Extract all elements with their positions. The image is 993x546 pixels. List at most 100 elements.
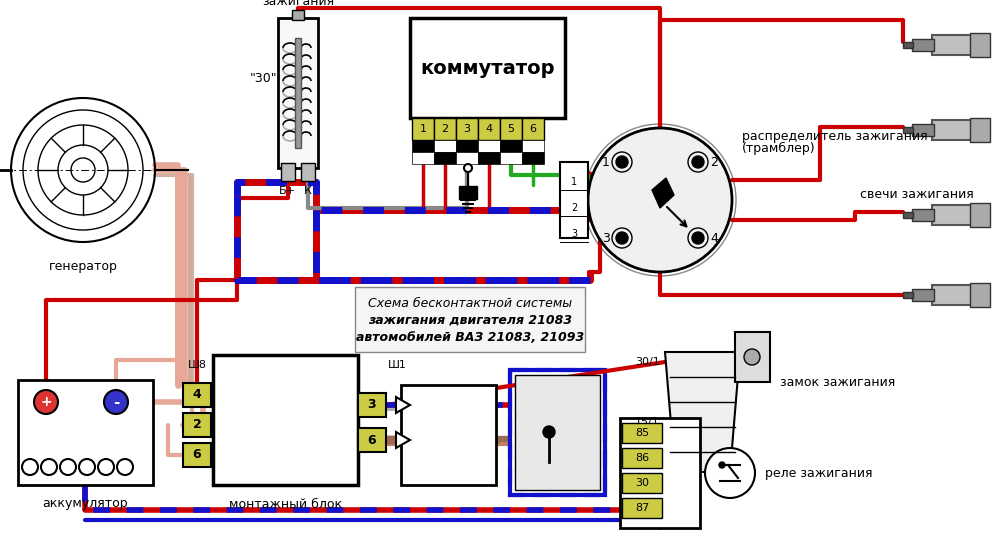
Circle shape (744, 349, 760, 365)
Text: К: К (304, 186, 312, 196)
Text: 4: 4 (193, 389, 202, 401)
FancyBboxPatch shape (932, 205, 972, 225)
FancyBboxPatch shape (522, 118, 544, 140)
FancyBboxPatch shape (278, 18, 318, 168)
Text: 2: 2 (571, 203, 577, 213)
Text: Б+: Б+ (278, 186, 296, 196)
Text: 87: 87 (635, 503, 649, 513)
Circle shape (719, 462, 725, 468)
FancyBboxPatch shape (500, 152, 522, 164)
FancyBboxPatch shape (932, 120, 972, 140)
Text: 1: 1 (602, 156, 610, 169)
Polygon shape (396, 397, 410, 413)
FancyBboxPatch shape (401, 385, 496, 485)
FancyBboxPatch shape (515, 375, 600, 490)
FancyBboxPatch shape (912, 124, 934, 136)
Circle shape (34, 390, 58, 414)
FancyBboxPatch shape (183, 443, 211, 467)
FancyBboxPatch shape (903, 212, 913, 218)
FancyBboxPatch shape (522, 140, 544, 152)
FancyBboxPatch shape (434, 118, 456, 140)
Text: "30": "30" (250, 72, 278, 85)
FancyBboxPatch shape (459, 186, 477, 199)
FancyBboxPatch shape (735, 332, 770, 382)
FancyBboxPatch shape (412, 140, 434, 152)
FancyBboxPatch shape (292, 10, 304, 20)
FancyBboxPatch shape (903, 292, 913, 298)
FancyBboxPatch shape (183, 383, 211, 407)
Text: Ш8: Ш8 (188, 360, 207, 370)
FancyBboxPatch shape (622, 448, 662, 468)
Circle shape (616, 232, 628, 244)
FancyBboxPatch shape (970, 118, 990, 142)
FancyBboxPatch shape (522, 152, 544, 164)
FancyBboxPatch shape (500, 140, 522, 152)
Text: аккумулятор: аккумулятор (43, 497, 128, 510)
FancyBboxPatch shape (183, 413, 211, 437)
Text: 6: 6 (367, 434, 376, 447)
Text: +: + (40, 395, 52, 409)
Text: 30: 30 (635, 478, 649, 488)
Text: свечи зажигания: свечи зажигания (860, 188, 974, 201)
Text: реле зажигания: реле зажигания (765, 466, 873, 479)
FancyBboxPatch shape (903, 127, 913, 133)
Polygon shape (665, 352, 740, 472)
FancyBboxPatch shape (970, 283, 990, 307)
Circle shape (692, 156, 704, 168)
FancyBboxPatch shape (560, 162, 588, 238)
Text: 30/1: 30/1 (636, 357, 660, 367)
FancyBboxPatch shape (970, 33, 990, 57)
Polygon shape (396, 432, 410, 448)
Text: 85: 85 (635, 428, 649, 438)
Circle shape (104, 390, 128, 414)
Text: 1: 1 (419, 124, 427, 134)
Polygon shape (652, 178, 674, 208)
Text: (трамблер): (трамблер) (742, 142, 815, 155)
Circle shape (464, 164, 472, 172)
FancyBboxPatch shape (932, 285, 972, 305)
FancyBboxPatch shape (912, 289, 934, 301)
FancyBboxPatch shape (412, 152, 434, 164)
Text: 3: 3 (464, 124, 471, 134)
FancyBboxPatch shape (456, 152, 478, 164)
FancyBboxPatch shape (622, 423, 662, 443)
FancyBboxPatch shape (912, 209, 934, 221)
FancyBboxPatch shape (478, 152, 500, 164)
Text: 2: 2 (710, 156, 718, 169)
FancyBboxPatch shape (281, 163, 295, 181)
Circle shape (616, 156, 628, 168)
Text: Ш1: Ш1 (388, 360, 407, 370)
Text: коммутатор: коммутатор (420, 58, 555, 78)
Text: 3: 3 (367, 399, 376, 412)
Text: 2: 2 (193, 418, 202, 431)
FancyBboxPatch shape (456, 118, 478, 140)
Text: 6: 6 (529, 124, 536, 134)
Text: зажигания двигателя 21083: зажигания двигателя 21083 (368, 314, 572, 327)
Text: 1: 1 (571, 177, 577, 187)
FancyBboxPatch shape (622, 498, 662, 518)
FancyBboxPatch shape (478, 118, 500, 140)
FancyBboxPatch shape (500, 118, 522, 140)
FancyBboxPatch shape (620, 418, 700, 528)
FancyBboxPatch shape (932, 35, 972, 55)
Text: 5: 5 (507, 124, 514, 134)
Text: 15/1: 15/1 (636, 417, 660, 427)
Text: 3: 3 (602, 232, 610, 245)
Text: Схема бесконтактной системы: Схема бесконтактной системы (368, 297, 572, 310)
Text: генератор: генератор (49, 260, 117, 273)
FancyBboxPatch shape (434, 140, 456, 152)
Text: распределитель зажигания: распределитель зажигания (742, 130, 927, 143)
Text: 3: 3 (571, 229, 577, 239)
Circle shape (543, 426, 555, 438)
FancyBboxPatch shape (358, 428, 386, 452)
Text: 6: 6 (193, 448, 202, 461)
Text: зажигания: зажигания (262, 0, 334, 8)
Circle shape (588, 128, 732, 272)
FancyBboxPatch shape (434, 152, 456, 164)
FancyBboxPatch shape (478, 140, 500, 152)
FancyBboxPatch shape (355, 287, 585, 352)
Text: 4: 4 (486, 124, 493, 134)
FancyBboxPatch shape (510, 370, 605, 495)
FancyBboxPatch shape (358, 393, 386, 417)
FancyBboxPatch shape (622, 473, 662, 493)
